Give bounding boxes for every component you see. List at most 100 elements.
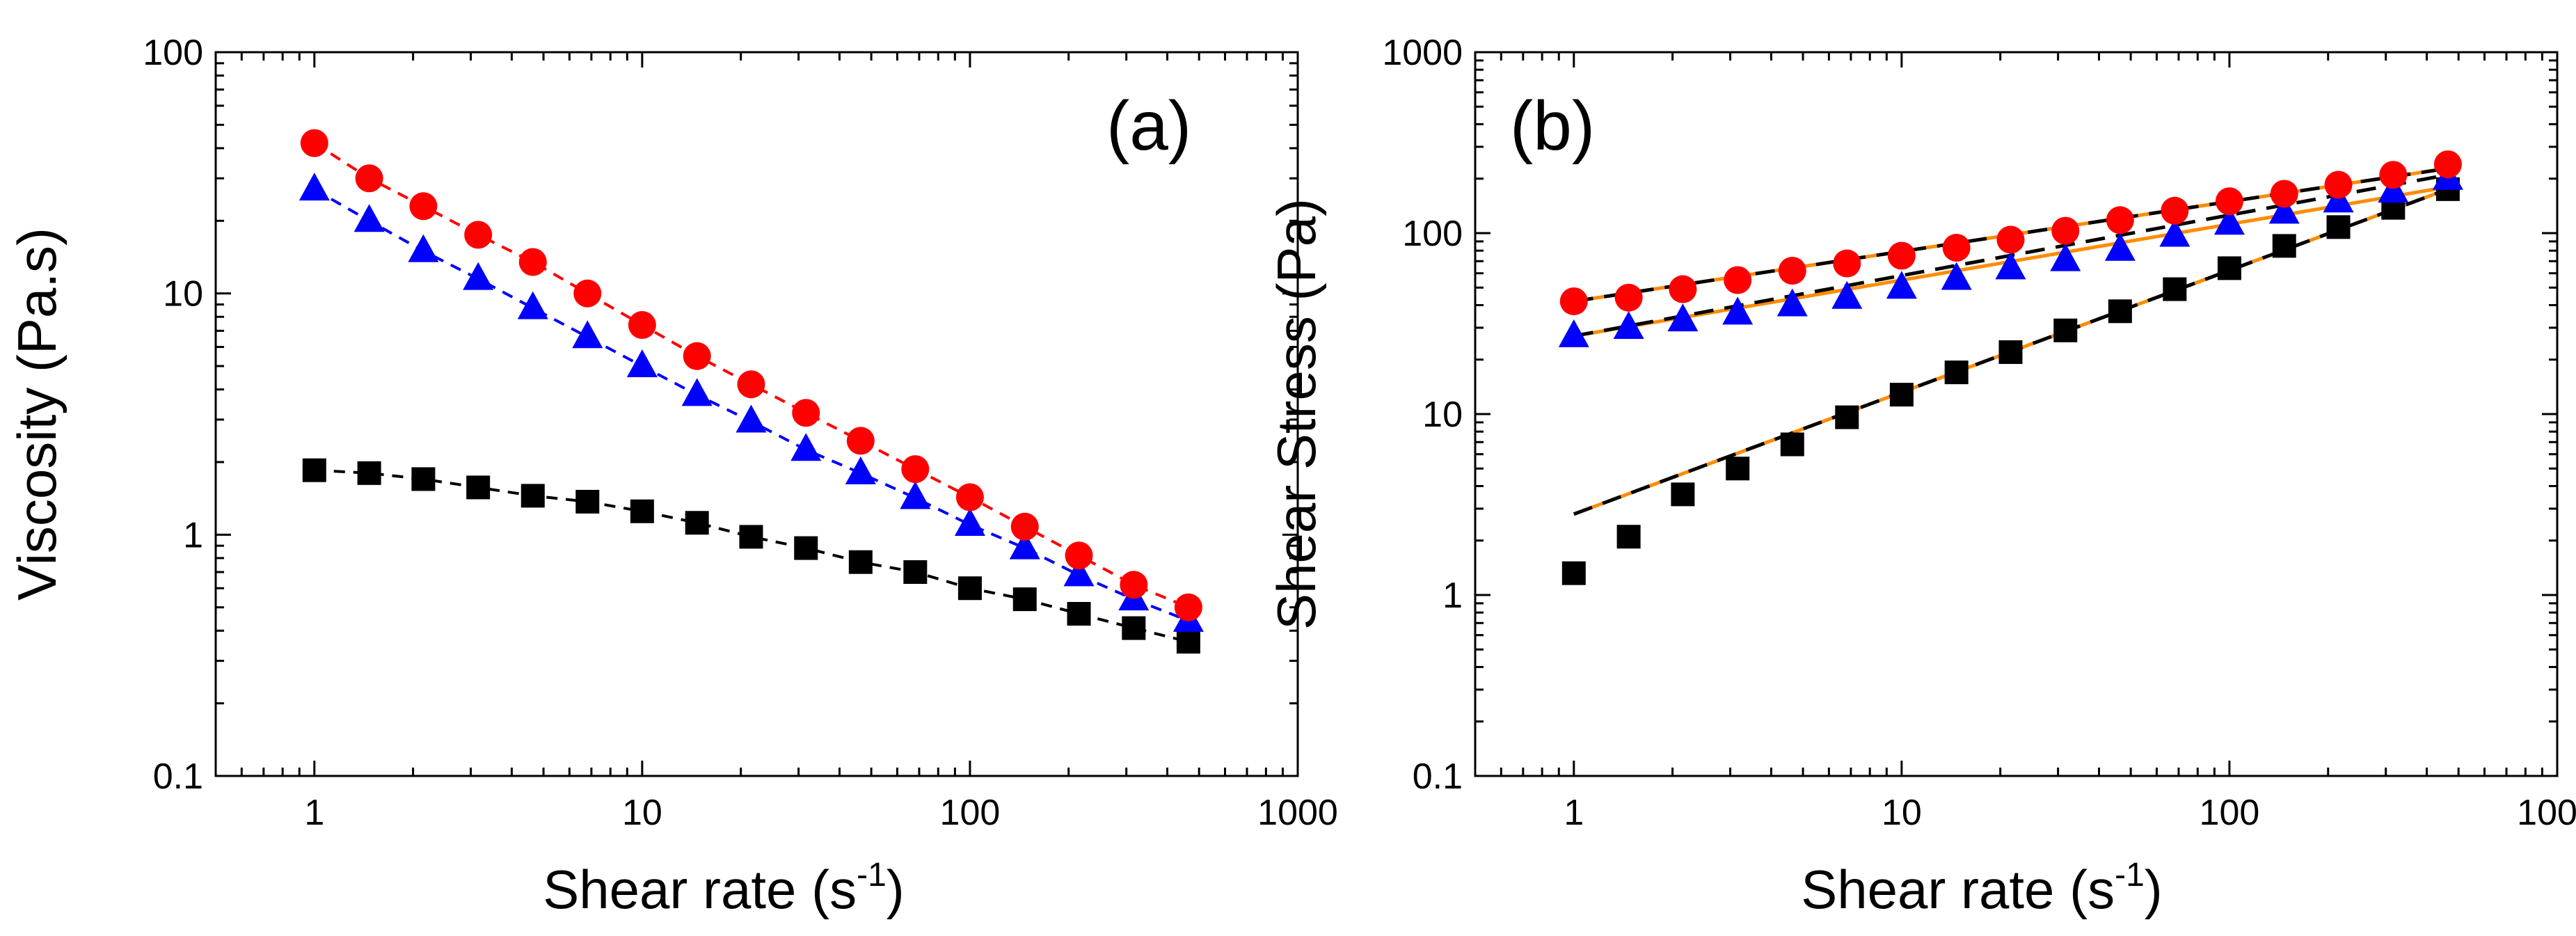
data-point-square bbox=[1012, 587, 1037, 612]
data-point-square bbox=[848, 550, 873, 574]
data-point-circle bbox=[1996, 225, 2025, 254]
data-point-triangle bbox=[1831, 280, 1863, 309]
x-axis-title-close: ) bbox=[2145, 859, 2163, 920]
data-point-triangle bbox=[572, 320, 603, 349]
data-point-triangle bbox=[1722, 296, 1754, 325]
y-tick-label: 1 bbox=[1442, 576, 1463, 616]
y-tick-label: 10 bbox=[163, 274, 203, 315]
panel-label: (a) bbox=[1106, 87, 1191, 165]
data-point-square bbox=[1671, 482, 1695, 507]
data-point-triangle bbox=[845, 456, 876, 484]
series-line-squares bbox=[314, 468, 1189, 644]
data-point-square bbox=[2108, 299, 2132, 324]
data-point-circle bbox=[2215, 187, 2243, 216]
data-point-square bbox=[357, 461, 381, 485]
data-point-triangle bbox=[2159, 219, 2191, 247]
x-tick-label: 10 bbox=[1882, 793, 1922, 833]
data-point-circle bbox=[464, 221, 493, 249]
data-point-circle bbox=[2270, 180, 2298, 208]
x-tick-label: 100 bbox=[2200, 793, 2260, 833]
data-point-circle bbox=[1065, 541, 1093, 570]
data-point-circle bbox=[1614, 283, 1643, 312]
data-point-square bbox=[957, 576, 982, 601]
panel-a-viscosity-chart: 1 10 100 1000 0.1 1 10 100 Shear rate (s-1) Visco… bbox=[6, 33, 1338, 920]
data-point-circle bbox=[1724, 266, 1752, 294]
data-point-triangle bbox=[1667, 303, 1699, 332]
data-point-circle bbox=[737, 370, 765, 399]
data-point-triangle bbox=[2213, 207, 2245, 235]
y-tick-label: 1 bbox=[183, 515, 203, 555]
data-point-square bbox=[794, 536, 818, 560]
data-point-triangle bbox=[1941, 262, 1972, 290]
data-point-circle bbox=[573, 279, 602, 308]
data-point-triangle bbox=[736, 404, 767, 433]
data-point-square bbox=[520, 484, 545, 508]
data-point-circle bbox=[1833, 249, 1861, 278]
data-point-circle bbox=[409, 192, 438, 221]
x-tick-label: 1 bbox=[304, 793, 324, 833]
y-tick-label: 0.1 bbox=[1413, 756, 1463, 797]
data-point-triangle bbox=[790, 433, 822, 461]
data-point-triangle bbox=[2268, 196, 2300, 224]
data-point-circle bbox=[2379, 161, 2408, 189]
data-point-triangle bbox=[954, 507, 985, 536]
x-tick-label: 10 bbox=[622, 793, 662, 833]
data-point-square bbox=[2053, 318, 2078, 342]
data-point-circle bbox=[1120, 571, 1148, 599]
x-tick-label: 1000 bbox=[2517, 793, 2576, 833]
y-tick-label: 0.1 bbox=[153, 756, 203, 797]
data-point-circle bbox=[683, 342, 711, 370]
y-tick-label: 10 bbox=[1422, 395, 1463, 435]
x-axis-title: Shear rate (s-1) bbox=[543, 857, 905, 920]
data-point-triangle bbox=[408, 234, 439, 262]
y-tick-label: 100 bbox=[143, 33, 203, 73]
data-point-triangle bbox=[900, 481, 931, 509]
data-point-triangle bbox=[517, 291, 548, 319]
data-point-triangle bbox=[1558, 319, 1589, 347]
series-line-circles bbox=[313, 141, 1189, 609]
data-point-square bbox=[685, 511, 709, 535]
data-point-triangle bbox=[2104, 232, 2136, 261]
data-point-square bbox=[1176, 630, 1200, 654]
data-point-triangle bbox=[1009, 531, 1040, 560]
x-tick-label: 1000 bbox=[1257, 793, 1338, 833]
x-axis-title-superscript: -1 bbox=[2115, 857, 2145, 894]
data-point-square bbox=[1616, 525, 1641, 549]
x-axis-title-main: Shear rate (s bbox=[543, 859, 857, 920]
x-axis-title-close: ) bbox=[887, 859, 905, 920]
data-point-circle bbox=[1942, 234, 1971, 262]
data-point-circle bbox=[628, 310, 656, 339]
data-point-circle bbox=[300, 129, 328, 157]
data-point-square bbox=[575, 489, 600, 514]
data-point-circle bbox=[518, 248, 547, 276]
data-point-triangle bbox=[353, 204, 385, 232]
data-point-triangle bbox=[681, 378, 713, 406]
data-point-circle bbox=[1174, 593, 1202, 621]
data-point-triangle bbox=[1995, 251, 2026, 280]
x-tick-label: 1 bbox=[1564, 793, 1584, 833]
data-point-circle bbox=[901, 455, 930, 484]
data-point-square bbox=[2163, 277, 2187, 301]
data-point-circle bbox=[1010, 512, 1039, 541]
data-point-triangle bbox=[1886, 271, 1917, 299]
plot-frame bbox=[1474, 51, 2559, 777]
data-point-square bbox=[411, 467, 436, 491]
data-point-circle bbox=[355, 164, 383, 193]
plot-frame bbox=[214, 51, 1299, 777]
data-point-circle bbox=[955, 483, 984, 511]
data-point-triangle bbox=[1063, 558, 1095, 587]
y-tick-label: 100 bbox=[1402, 214, 1463, 254]
y-axis-title: Shear Stress (Pa) bbox=[1266, 198, 1327, 630]
data-point-triangle bbox=[1613, 310, 1644, 339]
y-tick-label: 1000 bbox=[1382, 33, 1463, 73]
data-point-circle bbox=[1887, 241, 1916, 270]
panel-label: (b) bbox=[1510, 87, 1595, 165]
data-point-circle bbox=[846, 427, 875, 455]
data-point-square bbox=[739, 525, 763, 549]
data-point-circle bbox=[1778, 256, 1806, 285]
data-point-circle bbox=[1669, 275, 1697, 303]
data-point-circle bbox=[2161, 196, 2189, 225]
data-point-circle bbox=[2324, 170, 2353, 199]
data-point-triangle bbox=[299, 173, 330, 201]
